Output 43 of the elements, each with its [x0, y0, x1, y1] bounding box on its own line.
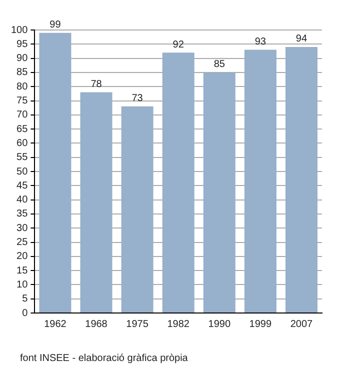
y-tick-label: 25: [16, 237, 28, 248]
y-tick-label: 65: [16, 124, 28, 135]
data-label: 78: [90, 79, 102, 90]
data-label: 92: [172, 39, 184, 50]
data-label: 85: [214, 59, 226, 70]
bar: [39, 32, 72, 312]
data-label: 94: [296, 34, 308, 45]
data-label: 99: [50, 20, 62, 31]
x-tick-label: 1982: [167, 318, 190, 330]
y-tick-label: 55: [16, 152, 28, 164]
x-tick-label: 1968: [85, 318, 108, 330]
data-label: 73: [132, 93, 144, 104]
y-tick-label: 50: [16, 166, 28, 178]
y-tick-label: 45: [16, 180, 28, 192]
y-tick-label: 20: [16, 251, 28, 262]
y-tick-label: 0: [22, 308, 28, 319]
y-tick-label: 75: [16, 96, 28, 106]
y-tick-label: 10: [16, 279, 28, 290]
x-tick-label: 2007: [290, 318, 314, 330]
bar: [162, 52, 194, 312]
x-tick-label: 1962: [44, 318, 67, 330]
bar: [80, 92, 112, 312]
y-tick-label: 15: [16, 265, 28, 276]
y-tick-label: 40: [16, 194, 28, 206]
x-tick-label: 1999: [249, 318, 272, 330]
y-tick-label: 5: [22, 294, 28, 305]
y-tick-label: 35: [16, 208, 28, 220]
y-tick-label: 95: [16, 38, 28, 50]
bar: [203, 72, 236, 312]
y-tick-label: 80: [16, 81, 28, 92]
y-tick-label: 90: [16, 53, 28, 64]
y-tick-label: 70: [16, 110, 28, 121]
y-tick-label: 100: [10, 24, 28, 36]
data-label: 93: [254, 36, 266, 48]
bar: [244, 50, 276, 312]
x-tick-label: 1990: [208, 318, 231, 330]
x-tick-label: 1975: [126, 318, 149, 330]
bar: [285, 46, 318, 312]
y-tick-label: 60: [16, 138, 28, 149]
bar: [121, 106, 154, 312]
y-tick-label: 30: [16, 222, 28, 234]
y-tick-label: 85: [16, 67, 28, 78]
text: font INSEE - elaboració gràfica pròpia: [20, 353, 188, 364]
